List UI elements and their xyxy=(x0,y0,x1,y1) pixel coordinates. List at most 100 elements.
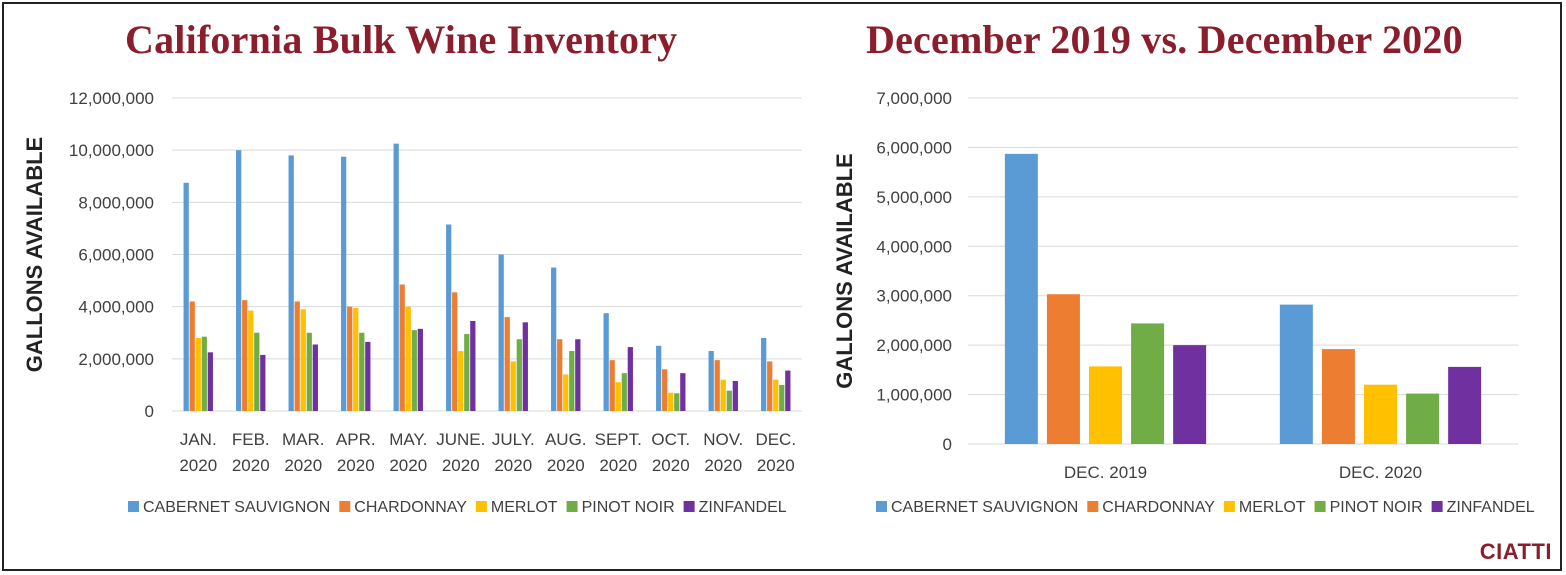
bar xyxy=(288,155,294,411)
bar xyxy=(680,373,686,411)
x-tick-label: JAN. xyxy=(180,430,217,449)
bar xyxy=(1131,323,1165,444)
bar xyxy=(353,307,359,411)
bar xyxy=(189,301,195,411)
x-tick-label: 2020 xyxy=(389,456,427,475)
bar xyxy=(761,337,767,411)
y-tick-label: 0 xyxy=(943,435,952,454)
bar xyxy=(551,267,557,411)
bar xyxy=(609,360,615,411)
legend-label: CABERNET SAUVIGNON xyxy=(143,499,330,516)
bar xyxy=(516,339,522,411)
bar xyxy=(1406,393,1440,444)
bar xyxy=(399,284,405,411)
legend-swatch xyxy=(683,501,695,512)
x-tick-label: MAY. xyxy=(389,430,427,449)
y-tick-label: 5,000,000 xyxy=(876,188,952,207)
bar xyxy=(674,393,680,411)
bar xyxy=(714,360,720,411)
y-tick-label: 1,000,000 xyxy=(876,386,952,405)
legend-swatch xyxy=(566,501,578,512)
x-tick-label: FEB. xyxy=(232,430,270,449)
bar xyxy=(294,301,300,411)
bar xyxy=(732,381,738,411)
legend-swatch xyxy=(1431,501,1443,512)
bar xyxy=(312,344,318,411)
bar xyxy=(1004,153,1038,444)
x-tick-label: 2020 xyxy=(599,456,637,475)
bar xyxy=(773,379,779,411)
bar xyxy=(1046,294,1080,444)
y-tick-label: 4,000,000 xyxy=(876,237,952,256)
bar xyxy=(621,373,627,411)
y-axis-label: GALLONS AVAILABLE xyxy=(22,137,47,372)
legend-label: CHARDONNAY xyxy=(1102,499,1215,516)
bar xyxy=(446,224,452,411)
y-tick-label: 6,000,000 xyxy=(78,246,154,265)
legend-label: PINOT NOIR xyxy=(582,499,675,516)
bar xyxy=(365,341,371,411)
bar xyxy=(183,182,189,411)
bar xyxy=(615,382,621,411)
y-tick-label: 12,000,000 xyxy=(69,89,154,108)
x-tick-label: 2020 xyxy=(547,456,585,475)
bar xyxy=(458,351,464,411)
bar xyxy=(504,317,510,411)
chart-title-right: December 2019 vs. December 2020 xyxy=(866,17,1463,62)
x-tick-label: DEC. xyxy=(755,430,796,449)
x-tick-label: JULY. xyxy=(492,430,535,449)
bar xyxy=(1089,366,1122,444)
x-tick-label: OCT. xyxy=(651,430,690,449)
bar xyxy=(254,332,260,411)
bar xyxy=(1173,345,1207,444)
bar xyxy=(510,361,516,411)
x-tick-label: 2020 xyxy=(232,456,270,475)
legend-swatch xyxy=(876,501,887,512)
bar xyxy=(347,306,353,411)
bar xyxy=(452,292,458,411)
bar xyxy=(417,328,423,411)
x-tick-label: NOV. xyxy=(703,430,743,449)
bar xyxy=(498,254,504,411)
chart-monthly-inventory: 0 2,000,000 4,000,000 6,000,000 8,000,000 10,… xyxy=(22,89,802,516)
y-tick-label: 2,000,000 xyxy=(876,336,952,355)
x-tick-label: 2020 xyxy=(284,456,322,475)
bar xyxy=(785,370,791,411)
bar xyxy=(557,339,563,411)
y-tick-label: 4,000,000 xyxy=(78,298,154,317)
x-tick-label: 2020 xyxy=(757,456,795,475)
bar xyxy=(248,310,254,411)
bar xyxy=(260,354,266,411)
bar xyxy=(300,309,306,411)
bar xyxy=(662,369,668,411)
legend-label: ZINFANDEL xyxy=(699,499,787,516)
legend-swatch xyxy=(128,501,139,512)
bar xyxy=(656,345,662,411)
y-tick-label: 10,000,000 xyxy=(69,141,154,160)
legend-swatch xyxy=(1314,501,1326,512)
y-axis-label: GALLONS AVAILABLE xyxy=(832,153,857,388)
x-tick-label: 2020 xyxy=(442,456,480,475)
y-tick-label: 2,000,000 xyxy=(78,350,154,369)
x-tick-label: SEPT. xyxy=(595,430,642,449)
x-tick-label: AUG. xyxy=(545,430,587,449)
x-tick-label: DEC. 2019 xyxy=(1064,463,1147,482)
x-tick-label: JUNE. xyxy=(436,430,485,449)
legend-swatch xyxy=(1087,501,1099,512)
brand-logo: CIATTI xyxy=(1479,539,1552,564)
bar xyxy=(470,321,476,411)
y-tick-label: 8,000,000 xyxy=(78,193,154,212)
legend-label: PINOT NOIR xyxy=(1330,499,1423,516)
bar xyxy=(627,347,633,411)
legend-label: MERLOT xyxy=(491,499,558,516)
bar xyxy=(341,156,347,411)
y-tick-label: 7,000,000 xyxy=(876,89,952,108)
legend-label: CHARDONNAY xyxy=(354,499,467,516)
bar xyxy=(195,337,201,411)
bar xyxy=(1364,384,1397,444)
legend-label: MERLOT xyxy=(1239,499,1306,516)
bar xyxy=(207,352,213,411)
x-tick-label: 2020 xyxy=(337,456,375,475)
